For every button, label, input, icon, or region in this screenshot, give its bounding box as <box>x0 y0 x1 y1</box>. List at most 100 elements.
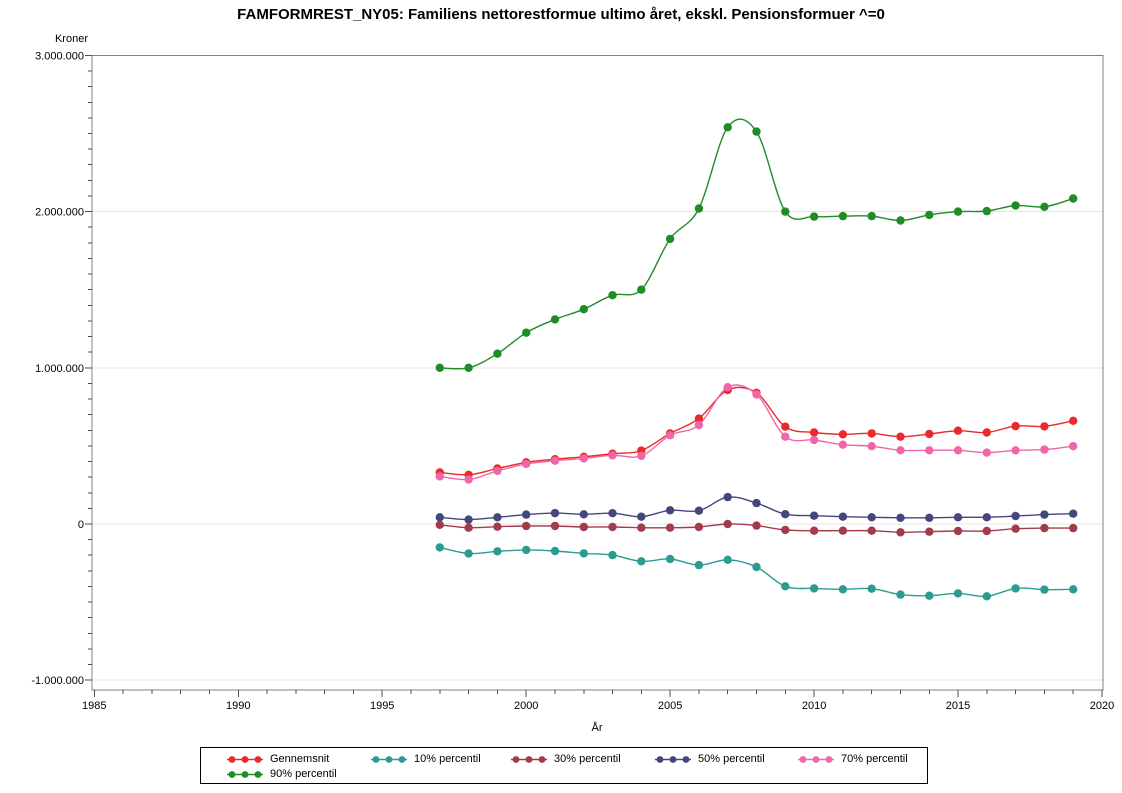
data-point-30-percentil-2005 <box>665 523 675 532</box>
y-axis-title: Kroner <box>55 33 88 45</box>
chart-title: FAMFORMREST_NY05: Familiens nettorestfor… <box>237 6 885 23</box>
x-tick-label-2015: 2015 <box>946 700 970 712</box>
series-90-percentil <box>435 118 1078 372</box>
data-point-90-percentil-2002 <box>579 305 588 314</box>
data-point-90-percentil-2004 <box>637 285 646 294</box>
data-point-50-percentil-2017 <box>1011 511 1020 521</box>
x-tick-label-1990: 1990 <box>226 700 250 712</box>
data-point-50-percentil-2002 <box>579 510 588 519</box>
data-point-90-percentil-2007 <box>723 123 732 132</box>
data-point-gennemsnit-2013 <box>896 432 905 441</box>
y-tick-label--1.000.000: -1.000.000 <box>31 675 84 687</box>
data-point-70-percentil-1999 <box>493 466 502 476</box>
data-point-10-percentil-2002 <box>579 549 588 558</box>
gridlines <box>92 54 1103 681</box>
data-point-70-percentil-2018 <box>1040 445 1049 454</box>
data-point-gennemsnit-2009 <box>781 422 790 431</box>
data-point-50-percentil-2018 <box>1040 510 1049 519</box>
data-point-90-percentil-2014 <box>925 210 934 220</box>
data-point-70-percentil-1998 <box>464 475 473 484</box>
series-70-percentil <box>435 383 1078 484</box>
data-point-30-percentil-2008 <box>752 521 761 530</box>
data-point-gennemsnit-2016 <box>982 428 991 437</box>
data-point-70-percentil-2011 <box>838 440 848 449</box>
data-point-10-percentil-2008 <box>752 562 761 572</box>
legend-marker-10-percentil <box>371 755 407 763</box>
data-point-10-percentil-2013 <box>896 590 905 599</box>
data-point-50-percentil-2003 <box>608 509 617 518</box>
data-point-30-percentil-2016 <box>982 526 991 536</box>
data-point-90-percentil-2006 <box>694 204 704 213</box>
legend-marker-90-percentil <box>227 770 263 778</box>
data-point-30-percentil-2011 <box>838 526 848 535</box>
legend-item-70-percentil: 70% percentil <box>798 752 908 766</box>
data-point-30-percentil-2017 <box>1011 524 1020 533</box>
data-point-50-percentil-2007 <box>723 492 732 502</box>
legend-label-30-percentil: 30% percentil <box>554 753 621 765</box>
data-point-30-percentil-2013 <box>896 528 905 537</box>
data-point-10-percentil-1998 <box>464 549 473 558</box>
data-point-10-percentil-2014 <box>925 591 934 600</box>
series-10-percentil <box>435 543 1078 601</box>
data-point-50-percentil-2013 <box>896 513 905 522</box>
data-point-50-percentil-1998 <box>464 515 473 524</box>
data-point-30-percentil-2007 <box>723 519 732 529</box>
data-point-50-percentil-2001 <box>550 508 560 518</box>
data-point-70-percentil-2004 <box>637 451 646 461</box>
data-point-gennemsnit-2012 <box>867 429 876 438</box>
x-tick-label-1985: 1985 <box>82 700 106 712</box>
data-point-30-percentil-2003 <box>608 522 617 532</box>
data-point-10-percentil-2018 <box>1040 585 1049 594</box>
data-point-50-percentil-2012 <box>867 513 876 522</box>
data-point-90-percentil-2012 <box>867 211 876 221</box>
legend-marker-50-percentil <box>655 755 691 763</box>
data-point-70-percentil-2019 <box>1069 442 1078 451</box>
data-point-70-percentil-2008 <box>752 390 761 399</box>
data-point-70-percentil-2016 <box>982 448 991 457</box>
data-point-10-percentil-2016 <box>982 592 991 601</box>
data-point-10-percentil-2017 <box>1011 584 1020 593</box>
data-point-50-percentil-2019 <box>1069 509 1078 518</box>
data-point-50-percentil-2014 <box>925 513 934 522</box>
data-point-50-percentil-1999 <box>493 513 502 522</box>
data-point-10-percentil-2001 <box>550 546 560 556</box>
data-point-50-percentil-2010 <box>809 511 819 520</box>
data-point-90-percentil-2013 <box>896 216 905 225</box>
legend-label-90-percentil: 90% percentil <box>270 768 337 780</box>
y-tick-label-1.000.000: 1.000.000 <box>35 363 84 375</box>
data-point-70-percentil-2005 <box>665 431 675 440</box>
data-point-gennemsnit-2015 <box>953 426 963 435</box>
data-series <box>435 118 1078 601</box>
data-point-30-percentil-2002 <box>579 522 588 532</box>
legend-marker-30-percentil <box>511 755 547 763</box>
legend-label-10-percentil: 10% percentil <box>414 753 481 765</box>
data-point-50-percentil-2011 <box>838 512 848 521</box>
legend-item-90-percentil: 90% percentil <box>227 767 337 781</box>
data-point-90-percentil-1997 <box>435 363 444 372</box>
series-line-gennemsnit <box>439 386 1074 476</box>
series-50-percentil <box>435 492 1078 524</box>
data-point-30-percentil-2000 <box>522 521 531 531</box>
data-point-10-percentil-2007 <box>723 555 732 564</box>
data-point-90-percentil-2005 <box>665 234 675 244</box>
series-30-percentil <box>435 519 1078 537</box>
data-point-gennemsnit-2018 <box>1040 422 1049 431</box>
data-point-70-percentil-1997 <box>435 472 444 481</box>
data-point-90-percentil-2008 <box>752 127 761 136</box>
data-point-50-percentil-2006 <box>694 506 704 515</box>
axis-ticks <box>85 54 1103 697</box>
data-point-90-percentil-2019 <box>1069 194 1078 203</box>
series-line-10-percentil <box>439 546 1074 598</box>
data-point-70-percentil-2002 <box>579 454 588 463</box>
data-point-gennemsnit-2014 <box>925 429 934 439</box>
data-point-70-percentil-2015 <box>953 446 963 455</box>
data-point-30-percentil-2019 <box>1069 523 1078 533</box>
legend-item-30-percentil: 30% percentil <box>511 752 621 766</box>
data-point-10-percentil-2000 <box>522 545 531 555</box>
data-point-70-percentil-2010 <box>809 435 819 445</box>
x-tick-label-2020: 2020 <box>1090 700 1114 712</box>
data-point-gennemsnit-2017 <box>1011 421 1020 431</box>
data-point-50-percentil-2000 <box>522 510 531 519</box>
legend-label-70-percentil: 70% percentil <box>841 753 908 765</box>
